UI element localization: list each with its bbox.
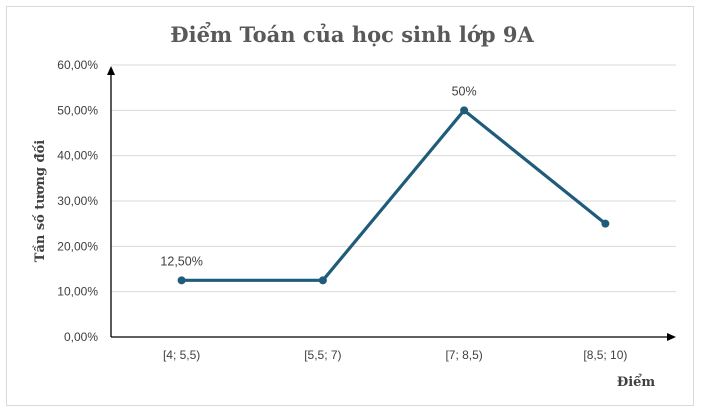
y-tick-label: 10,00% [57, 285, 98, 299]
data-point [460, 106, 469, 115]
data-point [177, 276, 186, 285]
y-tick-label: 50,00% [57, 103, 98, 117]
x-tick-label: [7; 8,5) [445, 348, 482, 362]
gridlines [111, 64, 676, 293]
y-tick-label: 0,00% [64, 330, 98, 344]
x-tick-label: [4; 5,5) [163, 348, 200, 362]
y-axis-title: Tần số tương đối [32, 140, 48, 263]
series [177, 106, 610, 285]
y-tick-label: 20,00% [57, 239, 98, 253]
y-tick-labels: 0,00% 10,00% 20,00% 30,00% 40,00% 50,00% 60,00… [57, 58, 98, 344]
x-tick-label: [8,5; 10) [583, 348, 627, 362]
chart-title: Điểm Toán của học sinh lớp 9A [170, 22, 534, 47]
x-tick-label: [5,5; 7) [304, 348, 341, 362]
data-point [318, 276, 327, 285]
data-point [601, 219, 610, 228]
data-labels: 12,50% 50% [160, 84, 476, 268]
y-axis-arrow-icon [107, 66, 115, 75]
y-tick-label: 30,00% [57, 194, 98, 208]
x-axis-arrow-icon [667, 333, 676, 341]
data-label: 12,50% [160, 254, 202, 268]
y-tick-label: 40,00% [57, 149, 98, 163]
x-tick-labels: [4; 5,5) [5,5; 7) [7; 8,5) [8,5; 10) [163, 348, 627, 362]
chart-frame [6, 6, 694, 406]
data-label: 50% [452, 84, 477, 98]
x-axis-title: Điểm [617, 374, 656, 390]
y-tick-label: 60,00% [57, 58, 98, 72]
series-line [181, 108, 607, 282]
